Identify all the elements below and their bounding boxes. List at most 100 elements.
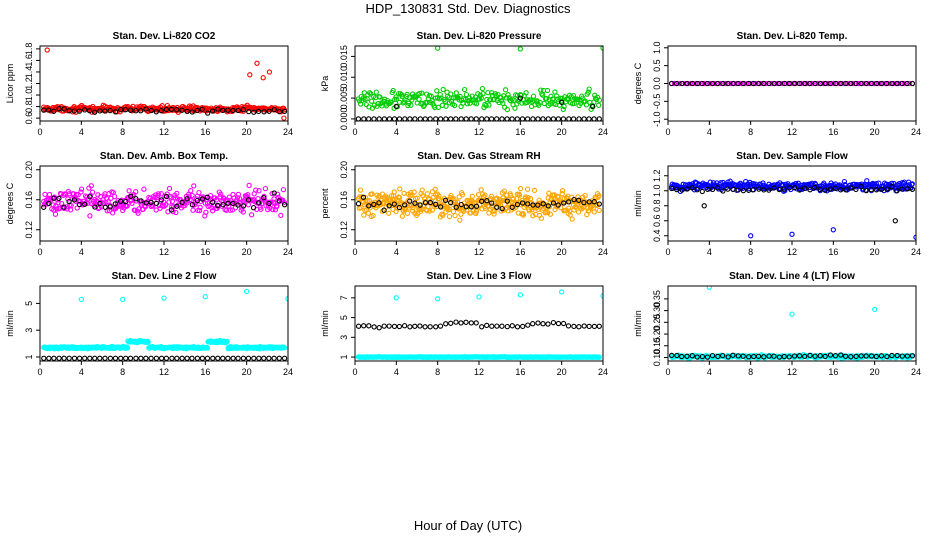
data-point — [586, 199, 592, 205]
data-point — [82, 355, 88, 361]
data-point — [791, 185, 798, 191]
data-point — [484, 116, 490, 121]
data-point — [478, 95, 484, 101]
data-point — [209, 108, 216, 114]
y-tick-label: 0.010 — [339, 66, 349, 89]
data-point — [550, 96, 556, 102]
data-point — [843, 80, 849, 87]
data-point — [133, 108, 139, 114]
data-point — [220, 202, 226, 208]
data-point — [531, 187, 538, 194]
data-point — [396, 194, 402, 200]
data-point — [858, 80, 864, 87]
data-point — [261, 109, 267, 115]
data-point — [433, 201, 439, 207]
data-point — [746, 80, 752, 87]
data-point — [393, 103, 399, 110]
data-point — [600, 293, 603, 299]
data-point — [832, 185, 839, 192]
data-point — [194, 107, 200, 114]
data-point — [505, 92, 511, 98]
plot-frame — [354, 285, 604, 362]
y-tick-label: 0.6 — [652, 214, 662, 227]
data-point — [448, 320, 454, 326]
data-point — [525, 322, 531, 328]
data-point — [258, 201, 265, 207]
chart-title: Stan. Dev. Li-820 CO2 — [113, 31, 216, 42]
data-point — [761, 354, 767, 360]
data-point — [148, 355, 154, 361]
data-point — [479, 198, 485, 204]
data-point — [596, 201, 602, 207]
data-point — [832, 353, 839, 359]
data-point — [369, 200, 376, 206]
data-point — [82, 107, 88, 113]
data-point — [873, 80, 880, 87]
data-point — [97, 200, 103, 207]
y-tick-label: 0.005 — [339, 87, 349, 110]
data-point — [220, 355, 226, 361]
data-point — [596, 192, 602, 199]
data-point — [552, 206, 558, 213]
x-tick-label: 20 — [870, 247, 880, 257]
data-point — [848, 354, 854, 360]
data-point — [356, 98, 363, 104]
data-point — [427, 324, 433, 330]
data-point — [412, 116, 418, 121]
data-point — [463, 116, 469, 121]
data-point — [809, 80, 815, 87]
data-point — [483, 102, 489, 109]
y-tick-label: -1.0 — [652, 111, 662, 127]
data-point — [454, 199, 461, 205]
data-point — [281, 199, 287, 206]
data-point — [868, 80, 875, 87]
data-point — [251, 355, 257, 361]
data-point — [752, 80, 759, 87]
data-point — [761, 80, 767, 87]
data-point — [435, 296, 441, 302]
data-point — [801, 185, 808, 191]
chart-title: Stan. Dev. Li-820 Pressure — [417, 31, 542, 42]
data-point — [437, 116, 444, 121]
data-point — [896, 80, 902, 87]
data-point — [248, 212, 255, 218]
x-tick-label: 20 — [557, 127, 567, 137]
data-point — [715, 353, 721, 360]
x-tick-label: 8 — [748, 127, 753, 137]
data-point — [565, 323, 572, 329]
data-point — [583, 102, 590, 108]
data-point — [439, 211, 445, 217]
data-point — [61, 355, 67, 361]
x-tick-label: 20 — [870, 127, 880, 137]
x-tick-label: 0 — [665, 127, 670, 137]
data-point — [92, 355, 98, 361]
data-point — [374, 103, 380, 109]
y-tick-label: 0.0 — [652, 77, 662, 90]
data-point — [435, 104, 442, 110]
data-point — [463, 204, 469, 210]
data-point — [873, 187, 880, 193]
plot-frame — [354, 165, 604, 242]
data-point — [419, 90, 425, 96]
data-point — [458, 201, 464, 208]
data-point — [707, 80, 713, 87]
points-group — [41, 182, 288, 219]
data-point — [138, 355, 144, 361]
y-axis-label: degrees C — [633, 62, 643, 104]
data-point — [535, 320, 541, 326]
data-point — [141, 186, 147, 192]
data-point — [853, 80, 859, 87]
data-point — [407, 116, 413, 121]
data-point — [904, 353, 911, 359]
data-point — [540, 321, 546, 327]
data-point — [230, 200, 236, 207]
data-point — [899, 186, 905, 192]
x-tick-label: 20 — [242, 367, 252, 377]
data-point — [440, 212, 446, 218]
data-point — [245, 191, 251, 198]
y-tick-label: 1.6 — [24, 54, 34, 67]
data-point — [393, 96, 400, 102]
data-point — [555, 320, 562, 327]
data-point — [786, 80, 793, 87]
data-point — [399, 213, 406, 219]
